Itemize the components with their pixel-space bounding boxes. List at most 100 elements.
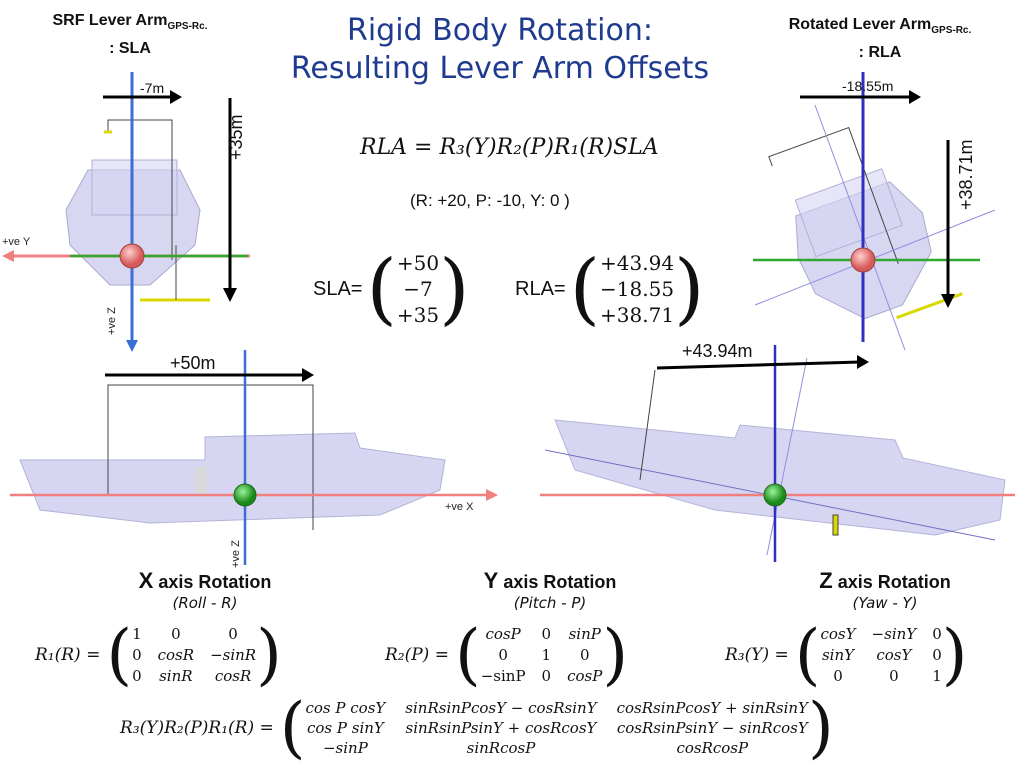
x-offset-arrowhead	[302, 368, 314, 382]
y-axis-heading: axis Rotation	[498, 572, 617, 592]
sla-pos-y-label: +ve Y	[2, 236, 31, 248]
matrix-cell: 0	[932, 624, 942, 643]
matrix-cell: cosP	[567, 666, 603, 685]
matrix-cell: cos P sinY	[306, 719, 384, 737]
sla-side-view-diagram	[10, 350, 498, 565]
right-paren: )	[602, 616, 629, 693]
matrix-cell: −sinY	[871, 624, 917, 643]
rla-header-sub: GPS-Rc.	[931, 25, 972, 37]
sla-header-line2: : SLA	[109, 40, 151, 58]
right-paren: )	[941, 616, 968, 693]
sla-header-main: SRF Lever Arm	[52, 12, 168, 29]
rla-value-z: +38.71	[600, 303, 675, 327]
matrix-cell: 0	[541, 666, 552, 685]
rla-value-x: +43.94	[600, 251, 675, 275]
rotated-side-hull	[554, 419, 1006, 536]
right-paren: )	[674, 244, 705, 334]
r3-matrix-name: R₃(Y) =	[725, 645, 789, 665]
left-paren: (	[454, 616, 481, 693]
left-paren: (	[279, 689, 306, 766]
sla-header: SRF Lever ArmGPS-Rc. : SLA	[20, 10, 240, 60]
rotated-z-axis	[766, 357, 808, 556]
matrix-cell: cosP	[485, 624, 521, 643]
z-axis-subtitle: (Yaw - Y)	[852, 594, 918, 612]
matrix-cell: cosY	[820, 624, 856, 643]
matrix-cell: cos P cosY	[305, 699, 386, 717]
left-paren: (	[794, 616, 821, 693]
x-offset-arrowhead	[857, 355, 869, 369]
rotated-mast	[639, 369, 656, 481]
rla-y-offset-label: -18.55m	[842, 78, 894, 94]
x-axis-rotation-section: X axis Rotation (Roll - R)	[100, 568, 310, 612]
left-paren: (	[569, 244, 601, 334]
sla-y-offset-label: -7m	[140, 80, 165, 96]
matrix-cell: −sinP	[480, 666, 526, 685]
reference-point	[850, 247, 876, 273]
matrix-cell: cosRsinPcosY + sinRsinY	[616, 699, 808, 717]
sla-pos-z-label: +ve Z	[106, 307, 118, 335]
reference-point	[763, 483, 787, 507]
z-axis-rotation-section: Z axis Rotation (Yaw - Y)	[780, 568, 990, 612]
z-axis-heading: axis Rotation	[832, 572, 951, 592]
vessel-side-cabin	[195, 467, 207, 493]
title-line-1: Rigid Body Rotation:	[347, 13, 653, 48]
matrix-cell: sinP	[568, 624, 601, 643]
combined-matrix: cos P cosY sinRsinPcosY − cosRsinY cosRs…	[306, 698, 808, 758]
rla-side-view-diagram	[540, 345, 1015, 562]
matrix-cell: sinRsinPcosY − cosRsinY	[405, 699, 597, 717]
rla-front-view-diagram	[753, 72, 996, 350]
matrix-cell: −sinP	[322, 739, 368, 757]
matrix-cell: 0	[833, 666, 843, 685]
left-paren: (	[366, 244, 397, 334]
r1-matrix: 1 0 0 0 cosR −sinR 0 sinR cosR	[132, 624, 256, 687]
matrix-cell: sinRsinPsinY + cosRcosY	[405, 719, 597, 737]
reference-point	[119, 243, 145, 269]
matrix-cell: −sinR	[210, 645, 257, 664]
matrix-cell: 1	[132, 624, 142, 643]
antenna-mast	[107, 384, 314, 530]
z-offset-arrowhead	[223, 288, 237, 302]
rla-z-offset-label: +38.71m	[956, 139, 976, 210]
sla-header-sub: GPS-Rc.	[167, 21, 208, 33]
r2-matrix-name: R₂(P) =	[385, 645, 449, 665]
page-title: Rigid Body Rotation: Resulting Lever Arm…	[230, 12, 770, 88]
r2-matrix-block: R₂(P) = ( cosP 0 sinP 0 1 0 −sinP 0 cosP…	[385, 622, 628, 688]
title-line-2: Resulting Lever Arm Offsets	[290, 51, 710, 86]
sla-value-y: −7	[403, 277, 433, 301]
rotated-axis-diag-2	[814, 104, 906, 350]
vessel-superstructure	[91, 159, 178, 216]
matrix-cell: sinR	[159, 666, 193, 685]
vessel-side-hull	[19, 432, 446, 524]
right-paren: )	[439, 244, 470, 334]
matrix-cell: sinRcosP	[466, 739, 536, 757]
matrix-cell: 0	[498, 645, 508, 664]
rotation-params: (R: +20, P: -10, Y: 0 )	[410, 191, 570, 210]
matrix-cell: cosR	[157, 645, 195, 664]
x-axis-arrowhead	[486, 489, 498, 501]
z-axis-letter: Z	[819, 568, 833, 593]
matrix-cell: 0	[171, 624, 181, 643]
matrix-cell: cosRcosP	[676, 739, 749, 757]
antenna-marker	[832, 514, 839, 536]
rla-header: Rotated Lever ArmGPS-Rc. : RLA	[755, 14, 1005, 64]
y-offset-arrowhead	[909, 90, 921, 104]
rla-header-line2: : RLA	[858, 44, 902, 62]
left-paren: (	[106, 616, 133, 693]
matrix-cell: 0	[579, 645, 590, 664]
x-axis-heading: axis Rotation	[153, 572, 272, 592]
matrix-cell: cosRsinPsinY − sinRcosY	[616, 719, 808, 737]
y-offset-arrowhead	[170, 90, 182, 104]
y-axis-subtitle: (Pitch - P)	[513, 594, 587, 612]
sla-vector: SLA= ( +50 −7 +35 )	[313, 250, 470, 328]
matrix-cell: 1	[932, 666, 942, 685]
combined-matrix-name: R₃(Y)R₂(P)R₁(R) =	[120, 718, 274, 738]
rla-value-y: −18.55	[600, 277, 675, 301]
y-axis-letter: Y	[483, 568, 499, 593]
sla-front-view-diagram	[2, 72, 250, 352]
matrix-cell: 0	[132, 666, 142, 685]
rla-vector: RLA= ( +43.94 −18.55 +38.71 )	[515, 250, 704, 328]
rla-label: RLA=	[515, 277, 566, 300]
r3-matrix-block: R₃(Y) = ( cosY −sinY 0 sinY cosY 0 0 0 1…	[725, 622, 967, 688]
r1-matrix-name: R₁(R) =	[35, 645, 101, 665]
sla-value-z: +35	[396, 303, 440, 327]
